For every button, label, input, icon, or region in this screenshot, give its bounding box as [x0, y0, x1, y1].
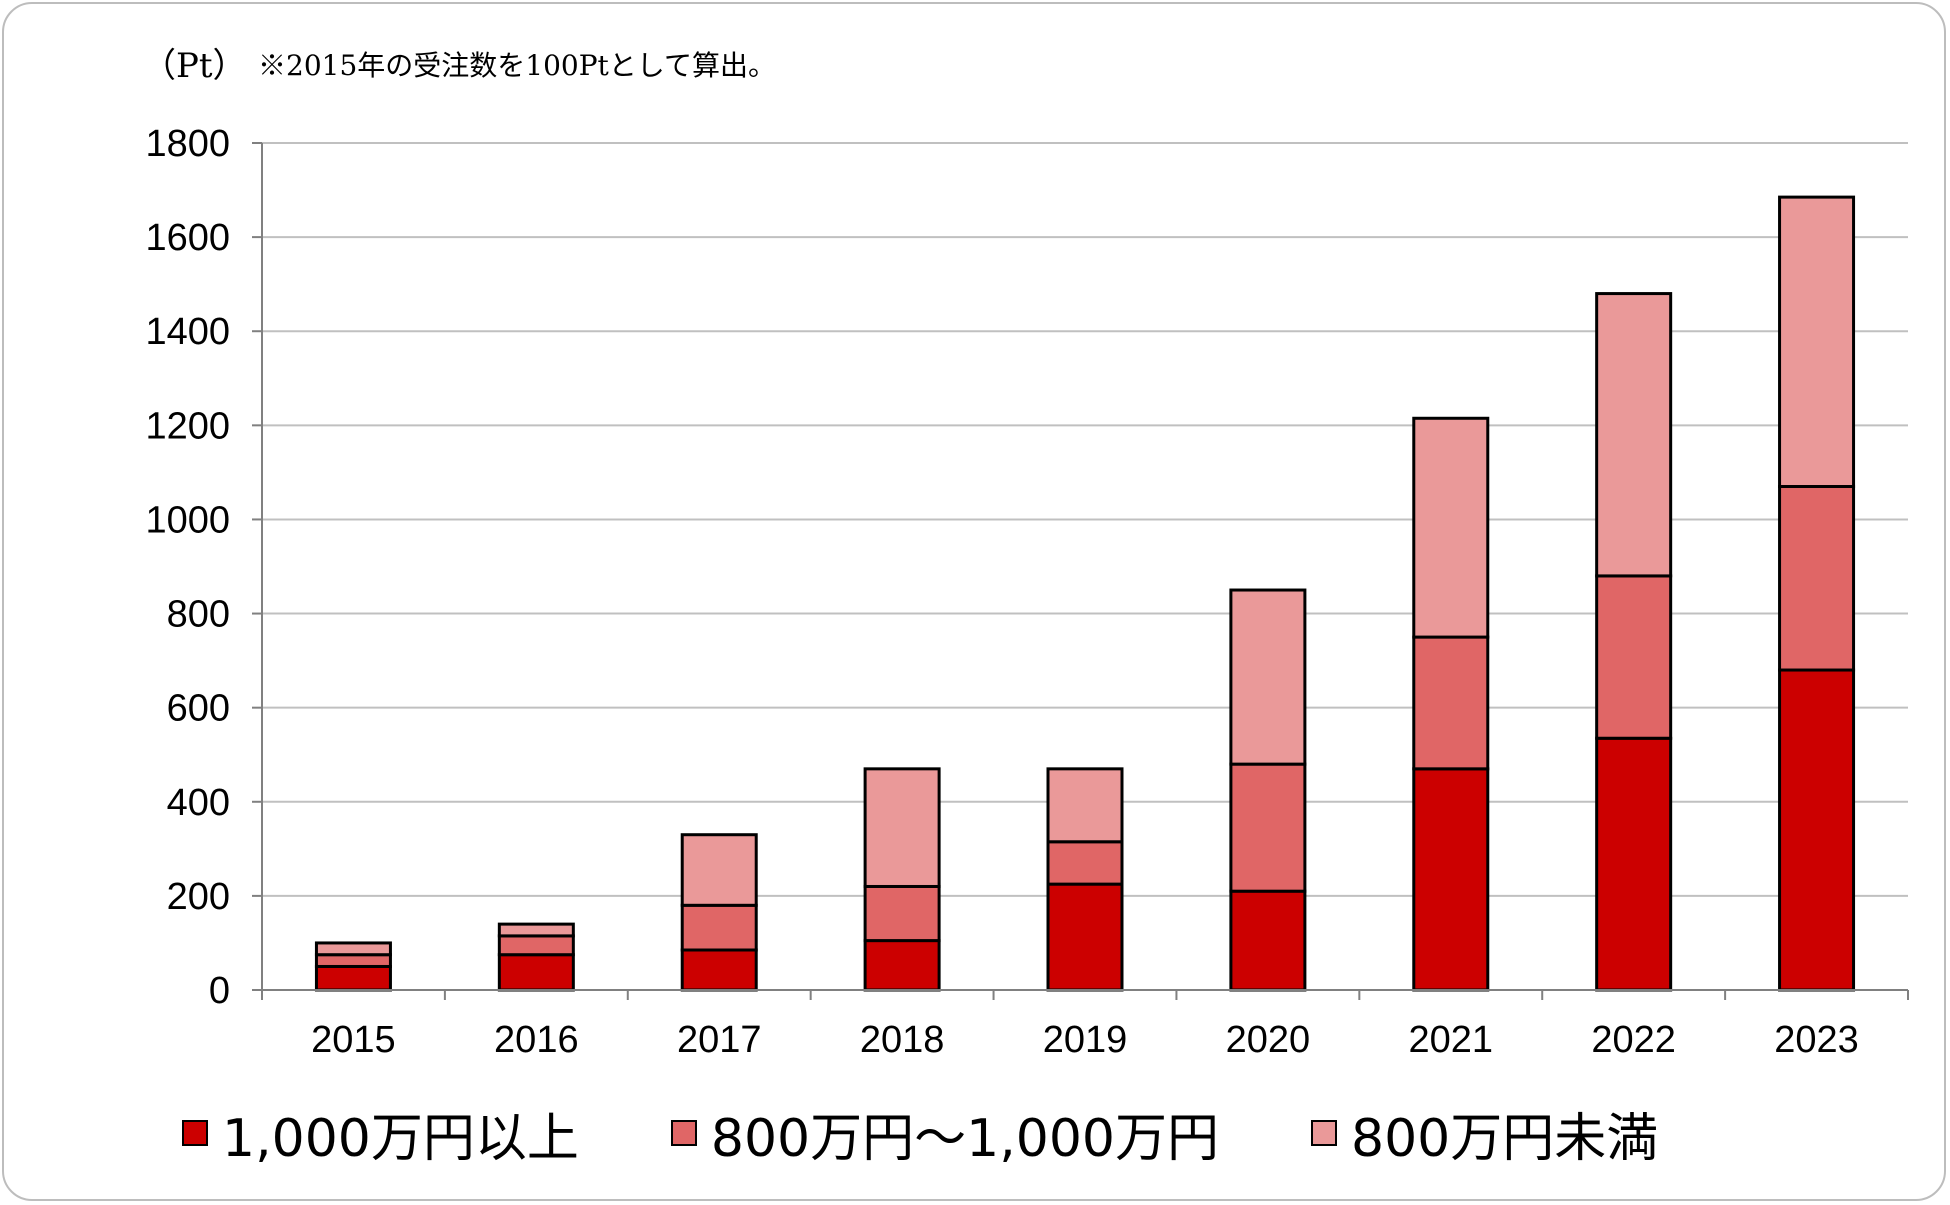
y-tick-label: 600 [167, 688, 230, 730]
bar-segment-2018-s1 [863, 884, 941, 943]
y-tick-label: 200 [167, 876, 230, 918]
bar-segment-2022-s2 [1595, 292, 1673, 578]
legend-swatch-over-10m [182, 1120, 208, 1146]
bar-segment-2023-s0 [1778, 668, 1856, 992]
x-tick-label: 2021 [1409, 1019, 1494, 1061]
legend-label-under-8m: 800万円未満 [1351, 1108, 1659, 1169]
x-tick-label: 2020 [1226, 1019, 1311, 1061]
bar-segment-2023-s2 [1778, 195, 1856, 489]
x-tick-label: 2015 [311, 1019, 396, 1061]
bar-segment-2017-s1 [680, 903, 758, 952]
legend-label-over-10m: 1,000万円以上 [222, 1108, 579, 1169]
y-tick-labels: 0 200 400 600 800 1000 1200 1400 1600 1800 [145, 123, 230, 1012]
bar-segment-2018-s2 [863, 767, 941, 888]
y-tick-label: 1200 [145, 405, 230, 447]
y-tick-label: 400 [167, 782, 230, 824]
x-tick-label: 2022 [1591, 1019, 1676, 1061]
bar-segment-2019-s1 [1046, 840, 1124, 886]
x-tick-label: 2018 [860, 1019, 945, 1061]
y-unit-label: （Pt） [142, 46, 247, 86]
bar-segment-2021-s0 [1412, 767, 1490, 992]
legend-item-over-10m: 1,000万円以上 [182, 1096, 579, 1171]
bars [314, 195, 1856, 992]
legend-swatch-8m-to-10m [670, 1120, 697, 1146]
axes [252, 142, 1909, 1000]
bar-segment-2015-s2 [314, 941, 392, 957]
bar-segment-2016-s2 [497, 922, 575, 938]
bar-segment-2022-s1 [1595, 574, 1673, 740]
bar-segment-2016-s0 [497, 953, 575, 992]
legend: 1,000万円以上 800万円～1,000万円 800万円未満 [182, 1096, 1750, 1171]
x-tick-label: 2017 [677, 1019, 762, 1061]
bar-segment-2022-s0 [1595, 736, 1673, 992]
bar-segment-2015-s0 [314, 964, 392, 992]
legend-swatch-under-8m [1311, 1120, 1337, 1146]
x-tick-label: 2016 [494, 1019, 579, 1061]
legend-label-8m-to-10m: 800万円～1,000万円 [710, 1108, 1219, 1169]
bar-segment-2018-s0 [863, 939, 941, 992]
y-tick-label: 1000 [145, 499, 230, 541]
y-tick-label: 1400 [145, 311, 230, 353]
y-tick-label: 1800 [145, 123, 230, 165]
y-tick-label: 800 [167, 594, 230, 636]
bar-segment-2023-s1 [1778, 485, 1856, 672]
bar-segment-2021-s2 [1412, 416, 1490, 639]
bar-segment-2019-s2 [1046, 767, 1124, 844]
y-tick-label: 1600 [145, 217, 230, 259]
bar-segment-2017-s0 [680, 948, 758, 992]
legend-item-8m-to-10m: 800万円～1,000万円 [670, 1096, 1219, 1171]
bar-segment-2021-s1 [1412, 635, 1490, 771]
legend-item-under-8m: 800万円未満 [1311, 1096, 1658, 1171]
bar-segment-2019-s0 [1046, 882, 1124, 992]
x-tick-label: 2023 [1774, 1019, 1859, 1061]
bar-segment-2020-s2 [1229, 588, 1307, 766]
x-tick-labels: 2015 2016 2017 2018 2019 2020 2021 2022 2023 [311, 1019, 1859, 1061]
x-tick-label: 2019 [1043, 1019, 1128, 1061]
bar-segment-2015-s1 [314, 953, 392, 968]
chart-note: ※2015年の受注数を100Ptとして算出。 [258, 49, 776, 82]
bar-segment-2017-s2 [680, 833, 758, 907]
bar-segment-2020-s0 [1229, 889, 1307, 992]
y-tick-label: 0 [209, 970, 230, 1012]
bar-segment-2020-s1 [1229, 762, 1307, 893]
bar-segment-2016-s1 [497, 934, 575, 957]
